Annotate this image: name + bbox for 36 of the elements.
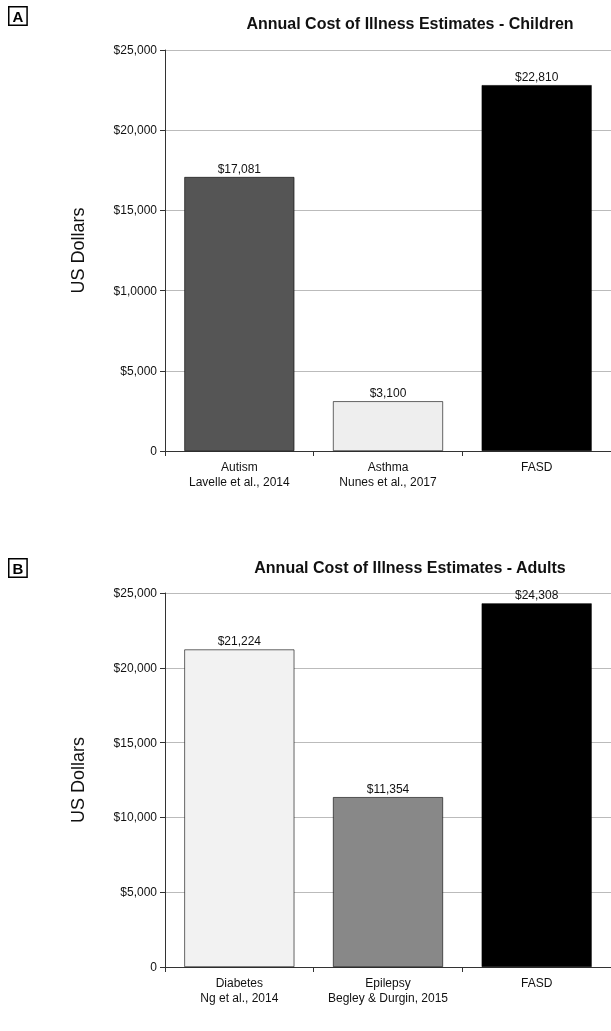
text: B: [12, 559, 24, 577]
y-tick-label: $5,000: [120, 885, 158, 900]
y-axis-title: US Dollars: [68, 736, 88, 824]
chart-title: Annual Cost of Illness Estimates - Adults: [254, 558, 566, 576]
y-tick-label: $15,000: [113, 735, 158, 750]
x-tick-label: FASD: [520, 459, 553, 474]
y-tick-label: $20,000: [113, 123, 158, 138]
data-label: $11,354: [366, 782, 410, 797]
x-tick-label: FASD: [520, 975, 553, 990]
x-tick-label: Autism Lavelle et al., 2014: [188, 459, 291, 489]
data-label: $17,081: [217, 162, 262, 177]
y-tick-label: $15,000: [113, 203, 158, 218]
y-tick-label: $20,000: [113, 660, 158, 675]
bar: [184, 649, 295, 967]
text: A: [12, 7, 24, 25]
data-label: $24,308: [514, 588, 559, 603]
y-tick-label: $5,000: [120, 363, 158, 378]
data-label: $21,224: [217, 634, 262, 649]
data-label: $3,100: [369, 386, 407, 401]
y-tick-label: $1,0000: [113, 283, 158, 298]
y-tick-label: 0: [150, 444, 158, 458]
x-tick-label: Epilepsy Begley & Durgin, 2015: [327, 975, 449, 1005]
y-tick-label: 0: [150, 960, 158, 974]
y-tick-label: $25,000: [113, 586, 158, 600]
y-tick-label: $10,000: [113, 810, 158, 825]
y-axis-title: US Dollars: [68, 207, 88, 294]
data-label: $22,810: [514, 70, 559, 85]
bar: [184, 177, 295, 451]
bar: [481, 603, 592, 967]
x-tick-label: Asthma Nunes et al., 2017: [339, 459, 438, 489]
bar: [333, 401, 443, 451]
x-tick-label: Diabetes Ng et al., 2014: [200, 975, 279, 1005]
y-tick-label: $25,000: [113, 43, 158, 57]
chart-title: Annual Cost of Illness Estimates - Children: [246, 14, 574, 32]
bar: [333, 797, 443, 967]
bar: [481, 85, 592, 451]
